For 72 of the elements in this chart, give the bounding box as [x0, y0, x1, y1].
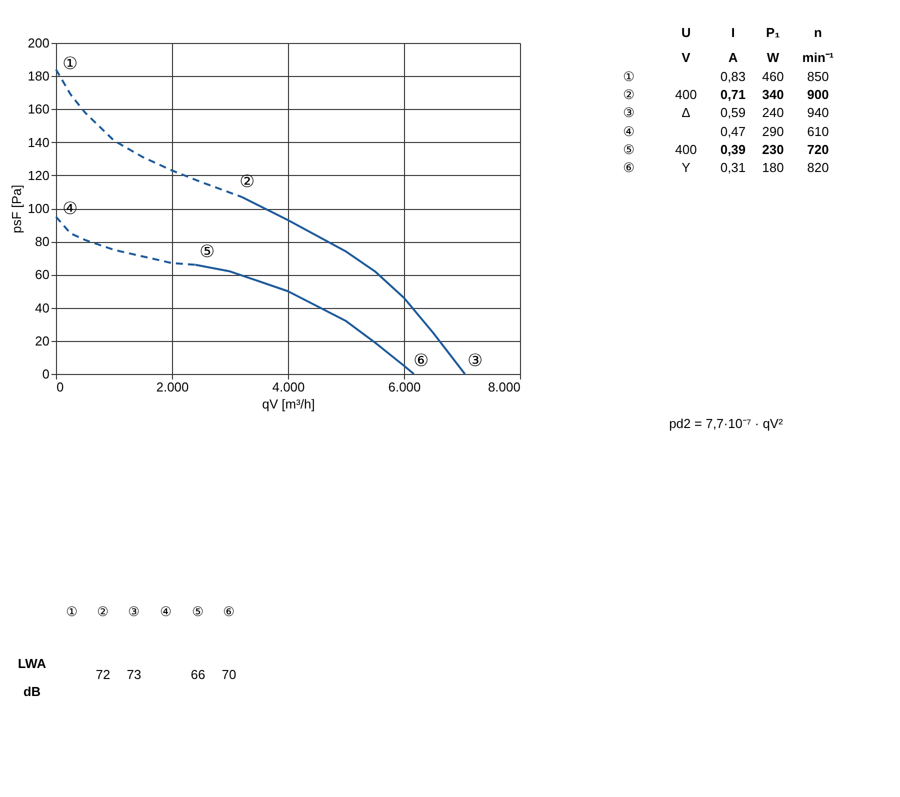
text: 0,31: [720, 160, 746, 175]
text: 240: [762, 105, 784, 120]
text: 0,71: [720, 87, 746, 102]
annotation: ⑤: [200, 242, 214, 261]
text: 290: [762, 124, 784, 139]
text: Δ: [682, 105, 691, 120]
text: A: [728, 50, 738, 65]
y-tick-label: 200: [28, 36, 50, 50]
text: ②: [623, 87, 635, 102]
text: V: [682, 50, 691, 65]
x-tick-label: 8.000: [488, 380, 520, 394]
text: 72: [96, 667, 110, 682]
text: 720: [807, 142, 829, 157]
text: P₁: [766, 25, 780, 40]
text: 180: [762, 160, 784, 175]
text: ④: [623, 124, 635, 139]
text: 230: [762, 142, 784, 157]
y-tick-label: 60: [35, 267, 50, 282]
text: 900: [807, 87, 829, 102]
x-tick-label: 0: [56, 380, 64, 394]
text: n: [814, 25, 822, 40]
x-tick-label: 2.000: [156, 380, 189, 394]
text: ①: [623, 69, 635, 84]
annotation: ⑥: [414, 351, 428, 370]
text: LWA: [18, 656, 47, 671]
text: min⁻¹: [802, 50, 834, 65]
text: 610: [807, 124, 829, 139]
text: 400: [675, 87, 697, 102]
x-axis-title: qV [m³/h]: [262, 396, 315, 412]
annotation: ③: [468, 351, 482, 370]
y-tick-label: 100: [28, 201, 50, 216]
y-tick-label: 80: [35, 234, 50, 250]
text: ②: [97, 604, 109, 619]
text: 0,59: [720, 105, 746, 120]
text: 850: [807, 69, 829, 84]
y-tick-label: 40: [35, 300, 50, 316]
text: I: [731, 25, 735, 40]
y-tick-label: 140: [28, 134, 50, 150]
y-tick-label: 120: [28, 168, 50, 183]
text: pd2 = 7,7·10⁻⁷ · qV²: [669, 416, 784, 431]
y-tick-label: 180: [28, 68, 50, 84]
y-axis-title: psF [Pa]: [8, 184, 24, 234]
text: ⑤: [623, 142, 635, 157]
text: U: [681, 25, 691, 40]
y-tick-label: 0: [42, 366, 50, 382]
text: 66: [190, 667, 206, 682]
text: ⑥: [223, 604, 235, 619]
text: 820: [807, 160, 829, 175]
text: 0,47: [720, 124, 746, 139]
text: Y: [682, 160, 691, 175]
text: 400: [675, 142, 697, 157]
x-tick-label: 4.000: [272, 380, 305, 394]
text: ⑥: [623, 160, 635, 175]
text: 73: [126, 667, 142, 682]
text: 340: [762, 87, 784, 102]
text: 70: [222, 667, 236, 682]
text: ①: [66, 604, 78, 619]
text: dB: [23, 684, 41, 699]
text: ③: [623, 105, 635, 120]
y-tick-label: 160: [28, 102, 50, 117]
text: ④: [160, 604, 172, 619]
y-tick-label: 20: [35, 333, 50, 348]
annotation: ②: [240, 172, 254, 191]
x-tick-label: 6.000: [388, 380, 421, 394]
text: ⑤: [192, 604, 204, 619]
text: 0,83: [720, 69, 746, 84]
text: ③: [128, 604, 140, 619]
text: 940: [807, 105, 829, 120]
annotation: ①: [62, 54, 78, 73]
text: W: [766, 50, 780, 65]
text: 0,39: [720, 142, 746, 157]
text: 460: [762, 69, 784, 84]
